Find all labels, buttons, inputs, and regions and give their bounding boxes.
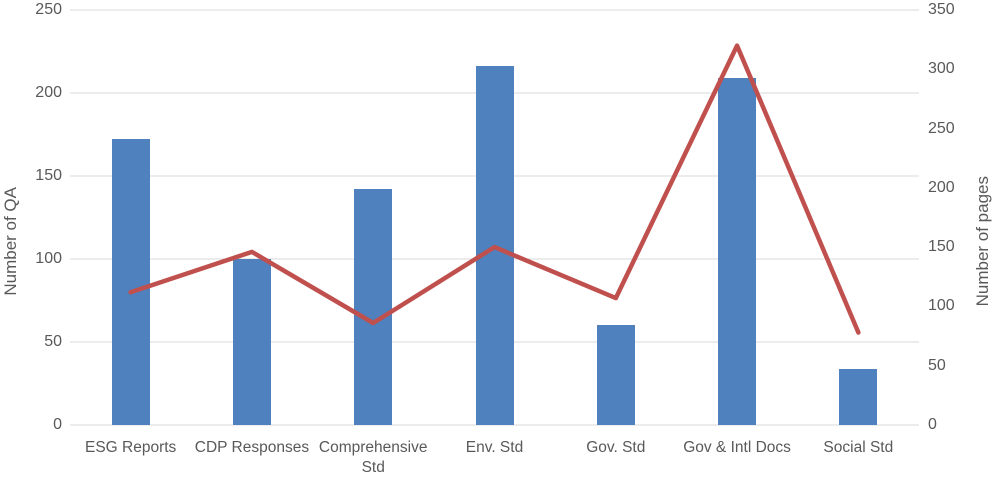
bar-comprehensive-std <box>354 189 393 425</box>
x-axis-label-gov-intl-docs: Gov & Intl Docs <box>683 439 791 456</box>
left-axis-title-area: Number of QA <box>0 0 22 482</box>
data-line-layer <box>70 10 919 425</box>
bar-social-std <box>839 368 878 425</box>
bar-cdp-responses <box>232 259 271 425</box>
x-axis-label-social-std: Social Std <box>823 439 894 456</box>
left-axis-title: Number of QA <box>1 186 20 296</box>
x-axis-label-env-std: Env. Std <box>465 439 524 456</box>
right-axis-title: Number of pages <box>973 175 992 307</box>
right-axis-tick-label: 250 <box>928 119 955 137</box>
right-axis-tick-label: 50 <box>928 356 946 374</box>
right-axis-tick-label: 0 <box>928 416 937 433</box>
x-axis-label-cdp-responses: CDP Responses <box>194 439 310 456</box>
bar-gov-intl-docs <box>718 78 757 425</box>
x-axis-label-gov-std: Gov. Std <box>586 439 646 456</box>
right-axis-tick-label: 300 <box>928 60 955 78</box>
data-line <box>131 46 859 333</box>
right-axis-title-area: Number of pages <box>969 0 997 482</box>
left-axis-ticks: 0 50 100 150 200 250 <box>22 2 70 433</box>
x-axis-label-esg-reports: ESG Reports <box>84 439 177 456</box>
gridline <box>70 424 919 426</box>
left-axis-tick-label: 100 <box>35 250 62 267</box>
right-axis-tick-label: 200 <box>928 178 955 196</box>
right-axis-tick-label: 150 <box>928 238 955 256</box>
bar-gov-std <box>596 325 635 425</box>
gridline <box>70 9 919 11</box>
right-axis-tick-label: 100 <box>928 297 955 315</box>
left-axis-tick-label: 150 <box>35 167 62 184</box>
plot-area <box>70 9 919 426</box>
left-axis-tick-label: 200 <box>35 84 62 101</box>
left-axis-tick-label: 0 <box>53 416 62 433</box>
bar-esg-reports <box>111 139 150 425</box>
x-axis-label-comprehensive-std: Comprehensive Std <box>318 439 428 477</box>
left-axis-tick-label: 50 <box>44 333 62 350</box>
right-axis-tick-label: 350 <box>928 1 955 18</box>
plot-column: ESG Reports CDP Responses Comprehensive St… <box>70 0 919 482</box>
left-axis-tick-label: 250 <box>35 1 62 18</box>
x-axis-labels: ESG Reports CDP Responses Comprehensive St… <box>70 425 919 478</box>
right-axis-ticks: 0 50 100 150 200 250 300 350 <box>919 2 969 433</box>
